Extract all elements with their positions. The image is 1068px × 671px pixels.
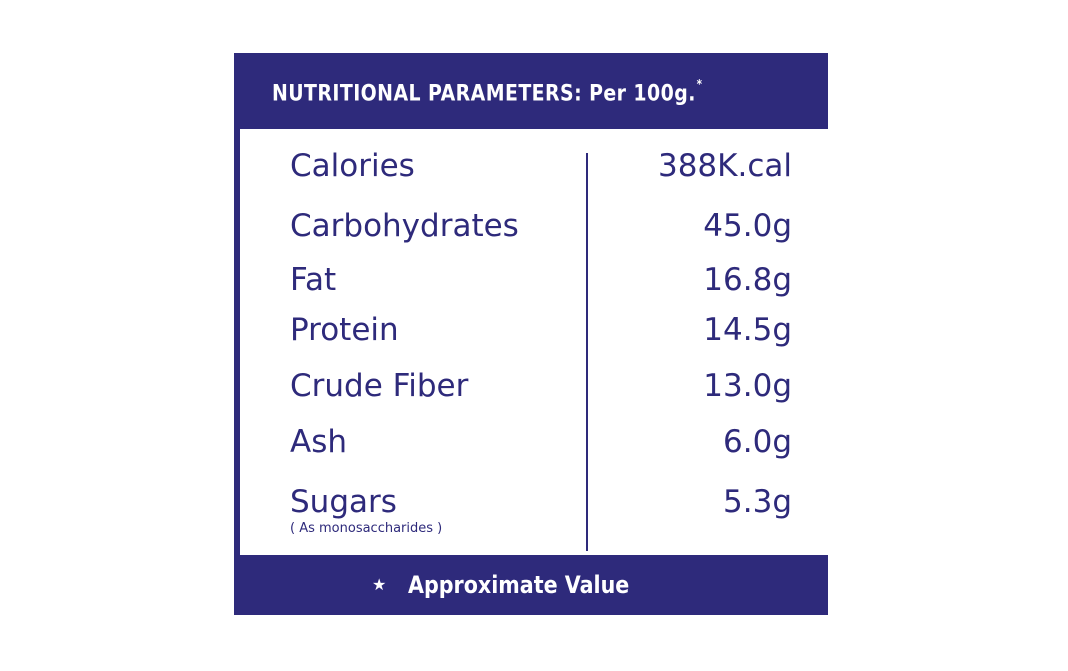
star-icon: ★: [372, 575, 387, 594]
row-value-ash: 6.0g: [723, 424, 792, 460]
header-title-text: NUTRITIONAL PARAMETERS: Per 100g.: [272, 81, 696, 107]
row-value-protein: 14.5g: [703, 312, 792, 348]
row-value-fat: 16.8g: [703, 262, 792, 298]
panel-header: NUTRITIONAL PARAMETERS: Per 100g.*: [234, 53, 828, 129]
header-asterisk: *: [696, 77, 703, 91]
nutrition-table: Calories 388K.cal Carbohydrates 45.0g Fa…: [240, 129, 828, 555]
nutrition-panel: NUTRITIONAL PARAMETERS: Per 100g.* Calor…: [234, 53, 828, 615]
row-label-protein: Protein: [290, 312, 399, 348]
row-value-calories: 388K.cal: [657, 148, 792, 184]
row-value-sugars: 5.3g: [723, 484, 792, 520]
row-label-calories: Calories: [290, 148, 415, 184]
panel-footer: ★ Approximate Value: [234, 555, 828, 615]
column-divider: [586, 153, 588, 551]
footer-text: Approximate Value: [408, 571, 630, 599]
row-value-crude-fiber: 13.0g: [703, 368, 792, 404]
row-note-sugars: ( As monosaccharides ): [290, 521, 443, 536]
row-label-fat: Fat: [290, 262, 337, 298]
row-label-sugars: Sugars: [290, 484, 397, 520]
row-label-carbohydrates: Carbohydrates: [290, 208, 519, 244]
row-label-crude-fiber: Crude Fiber: [290, 368, 469, 404]
row-label-ash: Ash: [290, 424, 348, 460]
row-value-carbohydrates: 45.0g: [703, 208, 792, 244]
header-title: NUTRITIONAL PARAMETERS: Per 100g.*: [272, 77, 703, 107]
